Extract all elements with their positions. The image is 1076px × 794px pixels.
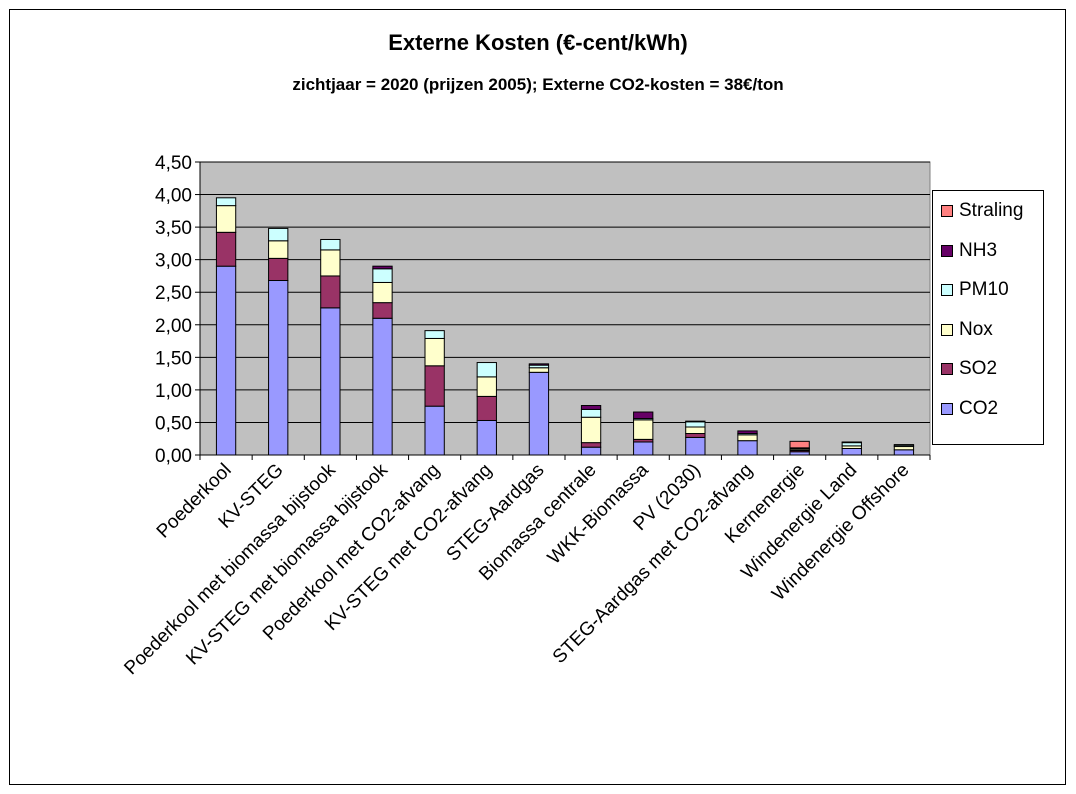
bar-nh3 [685,420,706,423]
bar-co2 [737,440,758,456]
bar-nox [685,426,706,435]
bar-co2 [372,317,393,456]
plot-area [199,161,931,456]
chart-title: Externe Kosten (€-cent/kWh) [388,30,688,55]
bar-co2 [685,436,706,456]
bar-pm10 [476,362,497,378]
bar-nox [268,240,289,259]
y-tick-label: 3,00 [155,251,192,272]
bar-nox [424,337,445,367]
bar-so2 [215,231,237,267]
y-tick-label: 4,00 [155,186,192,207]
bar-so2 [476,395,497,421]
y-tick-label: 1,00 [155,381,192,402]
bar-nox [476,376,497,397]
bar-nh3 [737,430,758,435]
y-tick-label: 2,00 [155,316,192,337]
bar-pm10 [215,197,237,207]
bar-co2 [476,419,497,456]
legend-label: SO2 [959,358,998,379]
bar-co2 [528,371,550,456]
bar-pm10 [424,330,445,339]
legend-item-nox: Nox [941,319,993,341]
legend-swatch [941,205,953,217]
legend-swatch [941,284,953,296]
bar-nox [372,281,393,304]
legend-swatch [941,323,953,336]
legend-label: NH3 [959,239,998,261]
bar-nh3 [893,444,915,446]
legend-label: PM10 [959,279,1009,300]
bar-pm10 [580,408,602,418]
bar-so2 [372,302,393,319]
bar-nox [320,249,341,277]
bar-nh3 [372,265,393,270]
legend-label: Straling [959,200,1024,221]
bar-so2 [580,442,602,448]
bar-pm10 [685,421,706,428]
bar-nox [737,434,758,442]
legend-swatch [941,363,953,375]
bar-co2 [633,441,654,456]
x-tick-label: Poederkool met biomassa bijstook [120,459,340,679]
bar-nh3 [580,405,602,410]
bar-nh3 [841,441,862,444]
bar-nox [580,416,602,444]
legend-item-pm10: PM10 [941,279,1009,301]
legend-label: Nox [959,318,993,340]
bar-pm10 [268,227,289,242]
bar-nox [633,419,654,440]
bar-co2 [215,265,237,456]
legend-label: CO2 [959,397,999,419]
legend-item-so2: SO2 [941,358,997,380]
y-tick-label: 2,50 [155,283,192,304]
bar-nh3 [528,363,550,366]
bar-pm10 [320,238,341,251]
chart-legend: Straling NH3 PM10 Nox SO2 CO2 [932,190,1044,445]
legend-swatch [941,402,953,415]
bar-so2 [268,257,289,282]
legend-item-co2: CO2 [941,398,998,420]
y-tick-label: 0,50 [155,413,192,434]
legend-item-straling: Straling [941,200,1023,222]
bar-nox [215,205,237,233]
bar-co2 [424,405,445,456]
bar-so2 [685,433,706,438]
x-tick-label: Poederkool [153,460,236,543]
bar-nox [528,367,550,373]
y-tick-label: 0,00 [155,446,192,467]
y-tick-label: 4,50 [155,153,192,174]
bar-pm10 [372,268,393,283]
legend-swatch [941,244,953,257]
bar-so2 [320,275,341,309]
y-tick-label: 1,50 [155,348,192,369]
bar-co2 [268,280,289,456]
bar-co2 [320,307,341,456]
y-tick-label: 3,50 [155,218,192,239]
bar-co2 [841,447,862,456]
chart-subtitle: zichtjaar = 2020 (prijzen 2005); Externe… [292,75,784,94]
bar-co2 [580,446,602,456]
legend-item-nh3: NH3 [941,240,997,262]
bar-so2 [424,365,445,407]
bar-nh3 [633,411,654,420]
bar-co2 [893,449,915,456]
bar-straling [789,440,810,449]
